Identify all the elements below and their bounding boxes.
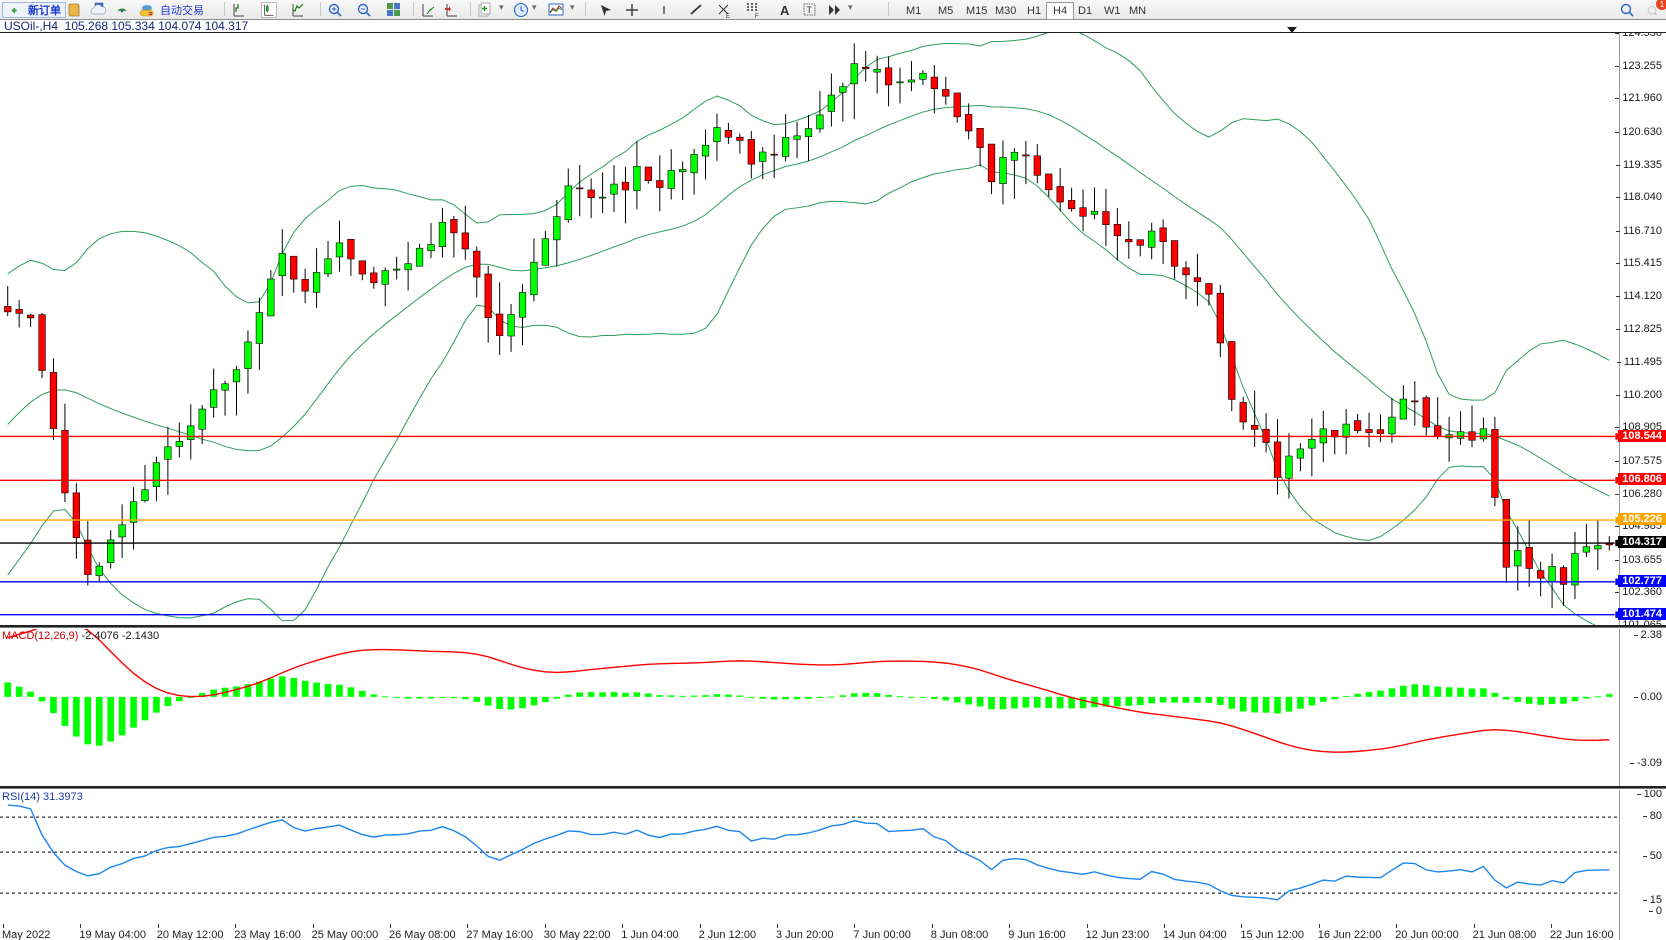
svg-text:T: T [807,5,813,15]
svg-text:A: A [780,3,790,18]
svg-text:F: F [755,14,759,18]
svg-text:E: E [726,14,730,18]
